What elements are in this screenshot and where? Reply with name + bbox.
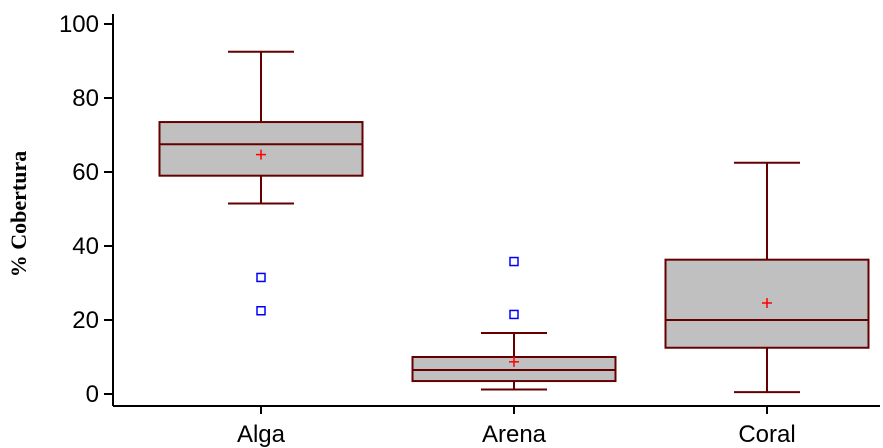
mean-marker	[256, 149, 266, 160]
y-tick-label: 60	[72, 159, 99, 186]
y-tick-label: 20	[72, 307, 99, 334]
x-tick-label: Arena	[482, 421, 547, 448]
axes: 0 20 40 60 80 100 Alga Arena Coral	[59, 11, 880, 448]
outlier-point	[256, 306, 266, 316]
x-tick-label: Alga	[237, 421, 286, 448]
mean-marker	[509, 356, 519, 367]
outlier-point	[509, 256, 519, 267]
y-tick-label: 80	[72, 85, 99, 112]
mean-marker	[762, 297, 772, 308]
x-tick-label: Coral	[738, 421, 795, 448]
box-coral	[664, 161, 870, 394]
y-tick-label: 0	[86, 381, 99, 408]
box-arena	[411, 256, 617, 391]
y-tick-label: 100	[59, 11, 99, 38]
outlier-point	[256, 272, 266, 283]
box-alga	[158, 50, 364, 316]
iqr-box	[158, 121, 364, 177]
y-axis-title: % Cobertura	[6, 151, 31, 277]
y-tick-label: 40	[72, 233, 99, 260]
outlier-point	[509, 309, 519, 320]
boxes	[158, 50, 870, 394]
